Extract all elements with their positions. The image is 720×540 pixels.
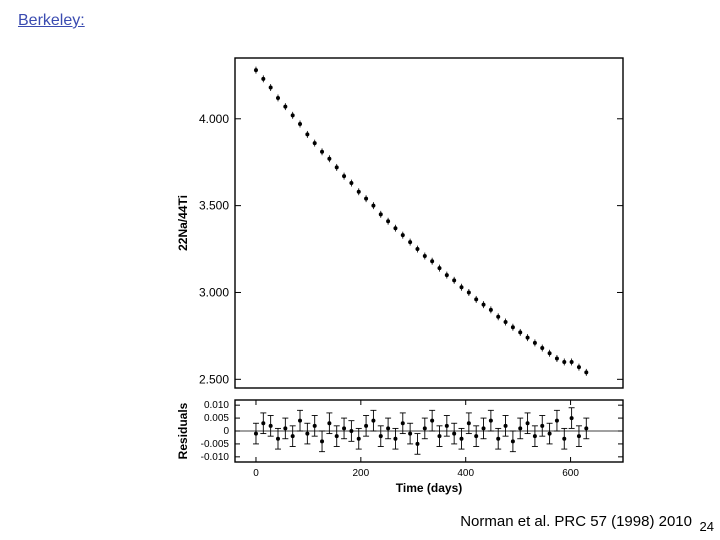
- svg-text:600: 600: [562, 468, 579, 479]
- citation-text: Norman et al. PRC 57 (1998) 2010: [460, 513, 692, 530]
- decay-figure-svg: 2.500 3.000 3.500 4.000 22Na/44Ti -0.010 -0.00…: [170, 40, 640, 500]
- svg-text:22Na/44Ti: 22Na/44Ti: [176, 195, 190, 251]
- svg-text:0: 0: [223, 426, 229, 437]
- svg-text:3.500: 3.500: [199, 199, 229, 213]
- svg-text:0.010: 0.010: [204, 400, 229, 411]
- svg-text:Residuals: Residuals: [176, 402, 190, 459]
- svg-text:3.000: 3.000: [199, 285, 229, 299]
- svg-text:-0.005: -0.005: [201, 439, 230, 450]
- svg-text:-0.010: -0.010: [201, 452, 230, 463]
- svg-text:4.000: 4.000: [199, 112, 229, 126]
- slide-heading: Berkeley:: [18, 12, 85, 30]
- svg-text:0.005: 0.005: [204, 413, 229, 424]
- svg-text:Time (days): Time (days): [396, 481, 462, 495]
- svg-text:0: 0: [253, 468, 259, 479]
- page-number: 24: [700, 519, 714, 534]
- svg-text:2.500: 2.500: [199, 372, 229, 386]
- svg-text:200: 200: [352, 468, 369, 479]
- decay-figure: 2.500 3.000 3.500 4.000 22Na/44Ti -0.010 -0.00…: [170, 40, 640, 500]
- svg-text:400: 400: [457, 468, 474, 479]
